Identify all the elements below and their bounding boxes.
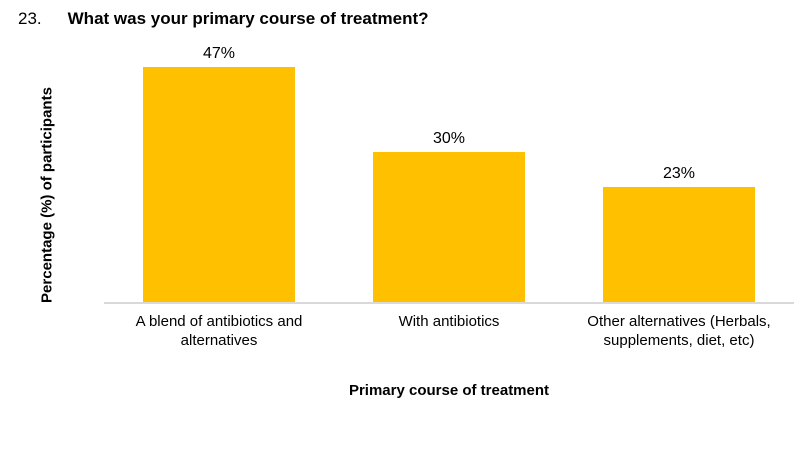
bar-value-label: 30% [432,130,466,147]
question-number: 23. [18,9,42,28]
bar [603,187,755,302]
chart-title: 23. What was your primary course of treat… [18,8,429,30]
category-tick-label: A blend of antibiotics and alternatives [135,313,303,349]
bar-group: 30% [334,44,564,302]
plot-area: 47% 30% 23% A blend of antibiotics and alt… [104,44,794,350]
bar [373,152,525,302]
bar-group: 47% [104,44,334,302]
bars-area: 47% 30% 23% [104,44,794,304]
question-title: What was your primary course of treatmen… [67,9,429,28]
bar [143,67,295,302]
bar-value-label: 47% [202,45,236,62]
bar-value-label: 23% [662,165,696,182]
category-axis: A blend of antibiotics and alternatives W… [104,312,794,350]
bar-group: 23% [564,44,794,302]
x-axis-label: Primary course of treatment [348,382,550,399]
category-tick-label: Other alternatives (Herbals, supplements… [587,313,771,349]
y-axis-label: Percentage (%) of participants [38,87,56,303]
category-tick-label: With antibiotics [398,313,500,330]
